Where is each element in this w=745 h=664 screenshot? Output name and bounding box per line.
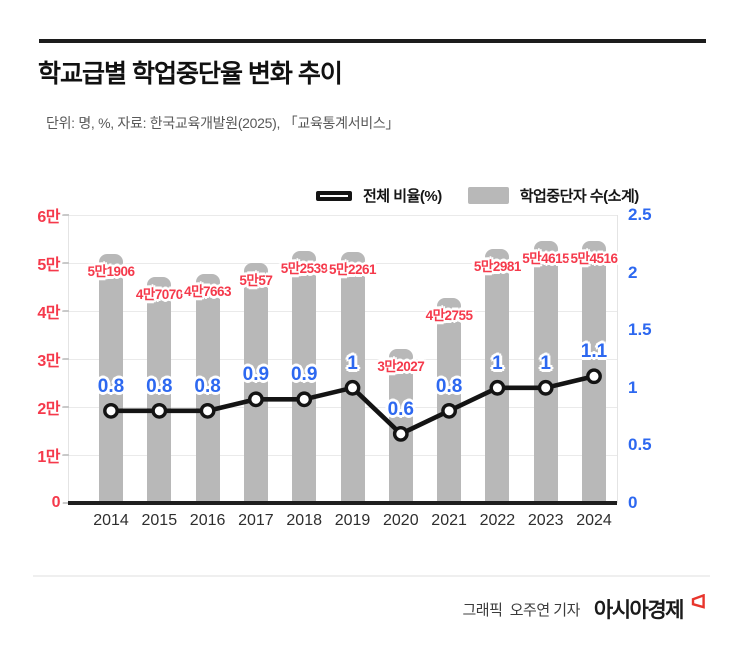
line-marker (392, 425, 409, 442)
bar-dropout-count (147, 277, 172, 503)
bar-dropout-count (195, 274, 220, 503)
line-marker (441, 402, 457, 419)
bar-dropout-count (437, 297, 462, 503)
line-marker (103, 402, 119, 419)
line-marker (296, 391, 313, 408)
left-axis-tick (62, 454, 69, 456)
line-marker (344, 379, 361, 396)
bar-value-label: 5만2539 (280, 260, 328, 276)
line-value-label: 1 (492, 352, 503, 374)
line-marker (586, 368, 602, 385)
left-axis-tick (62, 214, 69, 216)
chart-legend: 전체 비율(%) 학업중단자 수(소계) (316, 185, 639, 206)
credit-text: 그래픽 오주연 기자 (462, 601, 580, 619)
bar-value-label: 5만2261 (329, 262, 376, 278)
line-marker (247, 391, 264, 408)
left-axis-tick (62, 358, 69, 360)
brand-name: 아시아경제 (593, 599, 685, 622)
right-axis-tick-label: 0.5 (628, 435, 652, 455)
left-axis-tick (62, 406, 69, 408)
left-axis-tick (62, 502, 69, 504)
line-value-label: 0.8 (97, 375, 125, 397)
line-series-swatch (316, 190, 352, 201)
x-axis-year-label: 2024 (576, 512, 612, 529)
x-axis-year-label: 2021 (431, 512, 467, 529)
line-value-label: 1 (347, 352, 358, 374)
legend-bar-label: 학업중단자 수(소계) (519, 188, 640, 205)
x-axis-year-label: 2023 (527, 512, 564, 529)
x-axis-year-label: 2022 (479, 512, 516, 529)
bar-dropout-count (340, 252, 365, 503)
plot-border-right (617, 215, 618, 503)
left-axis-tick (62, 310, 69, 312)
x-axis-year-label: 2020 (383, 512, 419, 529)
bar-value-label: 5만1906 (87, 263, 135, 279)
line-value-label: 1 (540, 352, 551, 374)
left-axis-tick-label: 5만 (37, 257, 60, 274)
x-axis-year-label: 2017 (238, 512, 274, 529)
left-axis-tick (62, 262, 69, 264)
line-value-label: 0.8 (435, 375, 463, 397)
x-axis-line (68, 501, 617, 505)
legend-item-ratio: 전체 비율(%) (316, 185, 442, 206)
x-axis-year-label: 2018 (286, 512, 322, 529)
left-axis-tick-label: 6만 (37, 209, 60, 226)
x-axis-year-label: 2014 (93, 512, 129, 529)
left-axis-tick-label: 0 (51, 494, 61, 511)
line-value-label: 0.8 (146, 375, 173, 397)
line-value-label: 0.6 (387, 398, 415, 420)
left-axis-tick-label: 4만 (37, 305, 60, 322)
bar-value-label: 5만2981 (473, 258, 521, 274)
line-value-label: 0.8 (194, 375, 221, 397)
right-axis-tick-label: 1.5 (628, 320, 652, 340)
line-value-label: 0.9 (242, 364, 270, 386)
right-axis-tick-label: 0 (628, 493, 638, 512)
bar-value-label: 5만4615 (522, 250, 570, 266)
line-marker (537, 379, 554, 396)
line-marker (489, 379, 506, 396)
bar-dropout-count (243, 262, 268, 503)
bar-series-swatch (467, 187, 509, 204)
page-title: 학교급별 학업중단율 변화 추이 (38, 60, 343, 88)
left-axis-tick-label: 1만 (37, 449, 60, 466)
right-axis-tick-label: 2 (628, 262, 638, 282)
bar-dropout-count (292, 250, 317, 503)
bar-value-label: 4만2755 (425, 307, 473, 323)
right-axis-tick-label: 2.5 (628, 205, 652, 224)
bar-dropout-count (485, 248, 510, 503)
line-marker (199, 402, 216, 419)
x-axis-year-label: 2016 (189, 512, 226, 529)
bar-value-label: 5만4516 (570, 251, 618, 267)
chart-subtitle: 단위: 명, %, 자료: 한국교육개발원(2025), 「교육통계서비스」 (46, 115, 400, 131)
asiae-logo-icon (691, 594, 705, 609)
left-axis-tick-label: 2만 (37, 401, 60, 418)
gridline (68, 215, 617, 216)
line-value-label: 1.1 (580, 341, 608, 363)
x-axis-year-label: 2019 (334, 512, 371, 529)
bar-value-label: 5만57 (239, 272, 273, 288)
line-value-label: 0.9 (290, 364, 318, 386)
legend-item-count: 학업중단자 수(소계) (467, 185, 640, 206)
bar-value-label: 4만7663 (184, 284, 232, 300)
bar-dropout-count (533, 240, 558, 503)
title-rule (39, 39, 706, 43)
footer: 그래픽 오주연 기자 아시아경제 (462, 594, 706, 624)
footer-divider (33, 575, 710, 577)
line-marker (151, 402, 168, 419)
bar-dropout-count (99, 253, 123, 503)
legend-line-label: 전체 비율(%) (363, 188, 442, 205)
x-axis-year-label: 2015 (141, 512, 178, 529)
bar-value-label: 3만2027 (377, 359, 425, 375)
left-axis-tick-label: 3만 (37, 353, 60, 370)
right-axis-tick-label: 1 (628, 377, 638, 397)
bar-value-label: 4만7070 (135, 287, 183, 303)
